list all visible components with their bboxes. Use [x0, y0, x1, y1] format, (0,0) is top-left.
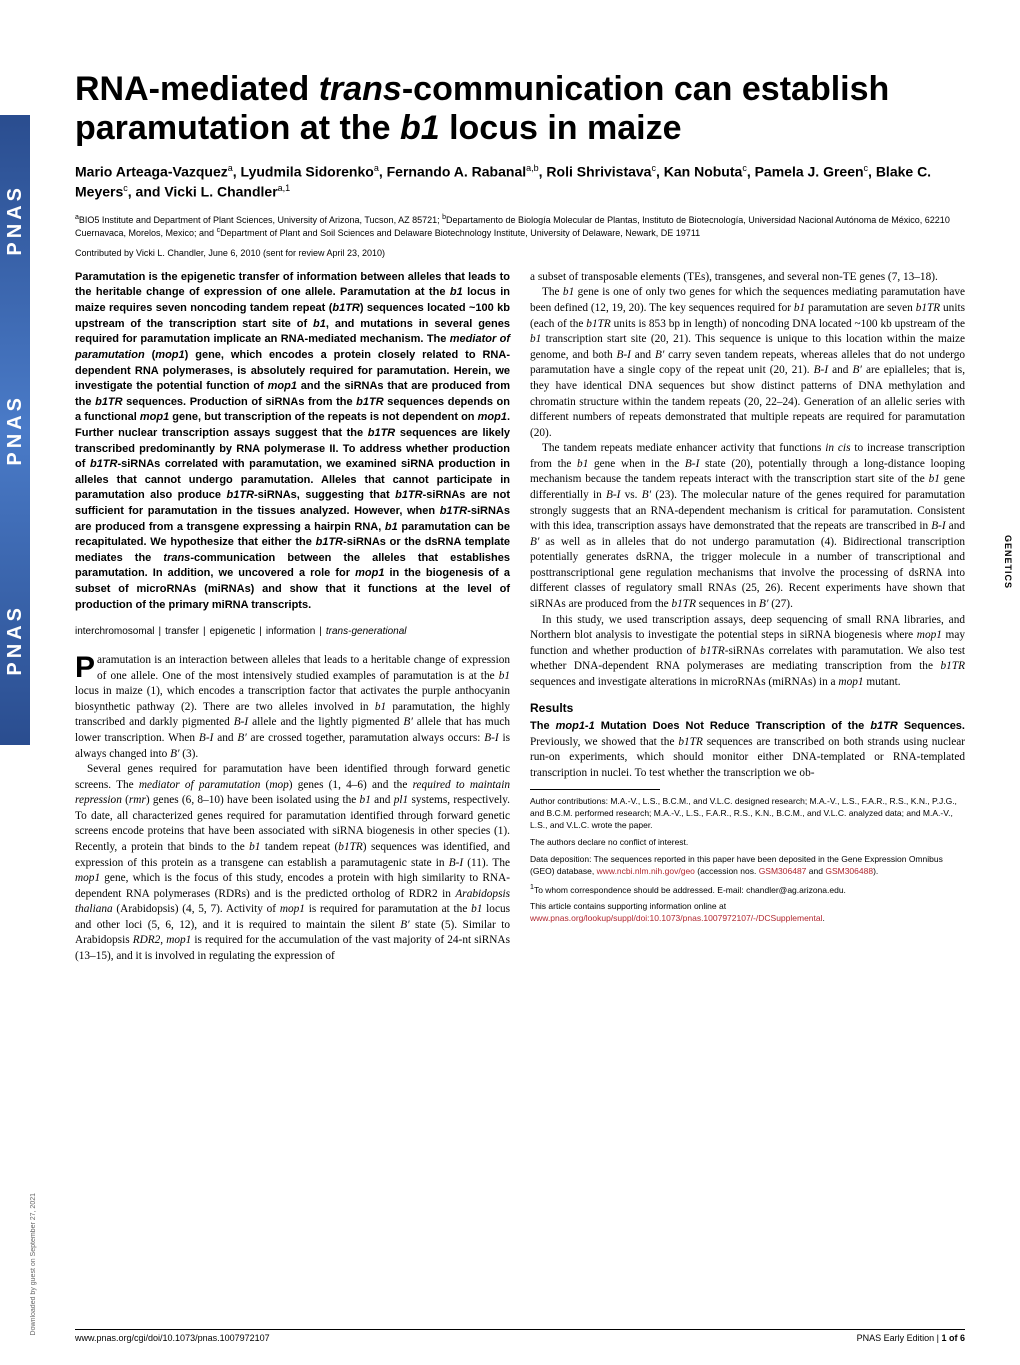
accession-link-1[interactable]: GSM306487	[759, 866, 807, 876]
fn-text: ).	[873, 866, 878, 876]
journal-stripe-text-2: PNAS	[4, 394, 27, 466]
keyword: information	[266, 626, 315, 637]
geo-link[interactable]: www.ncbi.nlm.nih.gov/geo	[597, 866, 695, 876]
para: The tandem repeats mediate enhancer acti…	[530, 441, 965, 612]
abstract: Paramutation is the epigenetic transfer …	[75, 270, 510, 613]
title-part: RNA-mediated	[75, 70, 319, 108]
two-column-layout: Paramutation is the epigenetic transfer …	[75, 270, 965, 965]
results-text: Previously, we showed that the b1TR sequ…	[530, 736, 965, 779]
para: a subset of transposable elements (TEs),…	[530, 270, 965, 286]
keywords-line: interchromosomal|transfer|epigenetic|inf…	[75, 625, 510, 639]
footnote-conflict: The authors declare no conflict of inter…	[530, 837, 965, 849]
footer-edition: PNAS Early Edition	[857, 1333, 935, 1343]
keyword: transfer	[165, 626, 199, 637]
left-column: Paramutation is the epigenetic transfer …	[75, 270, 510, 965]
title-part: locus in maize	[440, 109, 682, 147]
results-para: The mop1-1 Mutation Does Not Reduce Tran…	[530, 719, 965, 781]
para: In this study, we used transcription ass…	[530, 613, 965, 691]
body-text-left: Paramutation is an interaction between a…	[75, 653, 510, 965]
keyword: epigenetic	[210, 626, 256, 637]
supplemental-link[interactable]: www.pnas.org/lookup/suppl/doi:10.1073/pn…	[530, 913, 823, 923]
affiliations: aBIO5 Institute and Department of Plant …	[75, 213, 965, 240]
footnotes: Author contributions: M.A.-V., L.S., B.C…	[530, 796, 965, 925]
article-title: RNA-mediated trans-communication can est…	[75, 70, 965, 148]
body-text-right: a subset of transposable elements (TEs),…	[530, 270, 965, 691]
footer-page-info: PNAS Early Edition | 1 of 6	[857, 1333, 965, 1343]
authors-line: Mario Arteaga-Vazqueza, Lyudmila Sidoren…	[75, 162, 965, 203]
results-body: The mop1-1 Mutation Does Not Reduce Tran…	[530, 719, 965, 781]
results-subhead: The mop1-1 Mutation Does Not Reduce Tran…	[530, 720, 965, 732]
page-footer: www.pnas.org/cgi/doi/10.1073/pnas.100797…	[75, 1329, 965, 1343]
fn-text: To whom correspondence should be address…	[534, 885, 846, 895]
journal-stripe-text-3: PNAS	[4, 604, 27, 676]
fn-text: and	[806, 866, 825, 876]
para-text: aramutation is an interaction between al…	[75, 654, 510, 759]
footer-doi: www.pnas.org/cgi/doi/10.1073/pnas.100797…	[75, 1333, 270, 1343]
category-tab: GENETICS	[1003, 535, 1013, 589]
title-ital: b1	[400, 109, 440, 147]
results-heading: Results	[530, 700, 965, 717]
dropcap: P	[75, 653, 97, 681]
footnote-author-contrib: Author contributions: M.A.-V., L.S., B.C…	[530, 796, 965, 832]
keyword: interchromosomal	[75, 626, 154, 637]
accession-link-2[interactable]: GSM306488	[825, 866, 873, 876]
contributed-line: Contributed by Vicki L. Chandler, June 6…	[75, 248, 965, 258]
intro-para-2: Several genes required for paramutation …	[75, 762, 510, 965]
right-column: a subset of transposable elements (TEs),…	[530, 270, 965, 965]
footer-pagenum: 1 of 6	[941, 1333, 965, 1343]
footnote-correspondence: 1To whom correspondence should be addres…	[530, 883, 965, 897]
footnote-data-deposition: Data deposition: The sequences reported …	[530, 854, 965, 878]
journal-stripe: PNAS PNAS PNAS	[0, 115, 30, 745]
fn-text: This article contains supporting informa…	[530, 901, 726, 911]
journal-stripe-text-1: PNAS	[4, 184, 27, 256]
keyword: trans-generational	[326, 626, 407, 637]
download-note: Downloaded by guest on September 27, 202…	[30, 1193, 37, 1335]
fn-text: (accession nos.	[695, 866, 759, 876]
intro-para-1: Paramutation is an interaction between a…	[75, 653, 510, 762]
page-content: RNA-mediated trans-communication can est…	[75, 70, 965, 1335]
para: The b1 gene is one of only two genes for…	[530, 285, 965, 441]
title-ital: trans	[319, 70, 402, 108]
footnote-supplemental: This article contains supporting informa…	[530, 901, 965, 925]
footnote-divider	[530, 789, 660, 790]
fn-text: .	[823, 913, 825, 923]
